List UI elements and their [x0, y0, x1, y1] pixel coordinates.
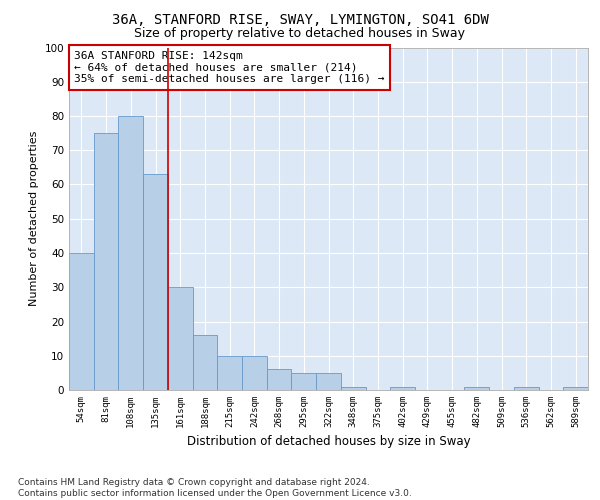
- Bar: [316, 373, 341, 390]
- Text: 36A, STANFORD RISE, SWAY, LYMINGTON, SO41 6DW: 36A, STANFORD RISE, SWAY, LYMINGTON, SO4…: [112, 12, 488, 26]
- Bar: [464, 386, 489, 390]
- Bar: [292, 373, 316, 390]
- Bar: [563, 386, 588, 390]
- Text: Contains HM Land Registry data © Crown copyright and database right 2024.
Contai: Contains HM Land Registry data © Crown c…: [18, 478, 412, 498]
- Y-axis label: Number of detached properties: Number of detached properties: [29, 131, 39, 306]
- Bar: [390, 386, 415, 390]
- Bar: [168, 287, 193, 390]
- Bar: [242, 356, 267, 390]
- Bar: [217, 356, 242, 390]
- Bar: [341, 386, 365, 390]
- Bar: [193, 335, 217, 390]
- Bar: [143, 174, 168, 390]
- Bar: [514, 386, 539, 390]
- X-axis label: Distribution of detached houses by size in Sway: Distribution of detached houses by size …: [187, 436, 470, 448]
- Bar: [267, 370, 292, 390]
- Bar: [94, 133, 118, 390]
- Bar: [118, 116, 143, 390]
- Text: Size of property relative to detached houses in Sway: Size of property relative to detached ho…: [134, 28, 466, 40]
- Bar: [69, 253, 94, 390]
- Text: 36A STANFORD RISE: 142sqm
← 64% of detached houses are smaller (214)
35% of semi: 36A STANFORD RISE: 142sqm ← 64% of detac…: [74, 51, 385, 84]
